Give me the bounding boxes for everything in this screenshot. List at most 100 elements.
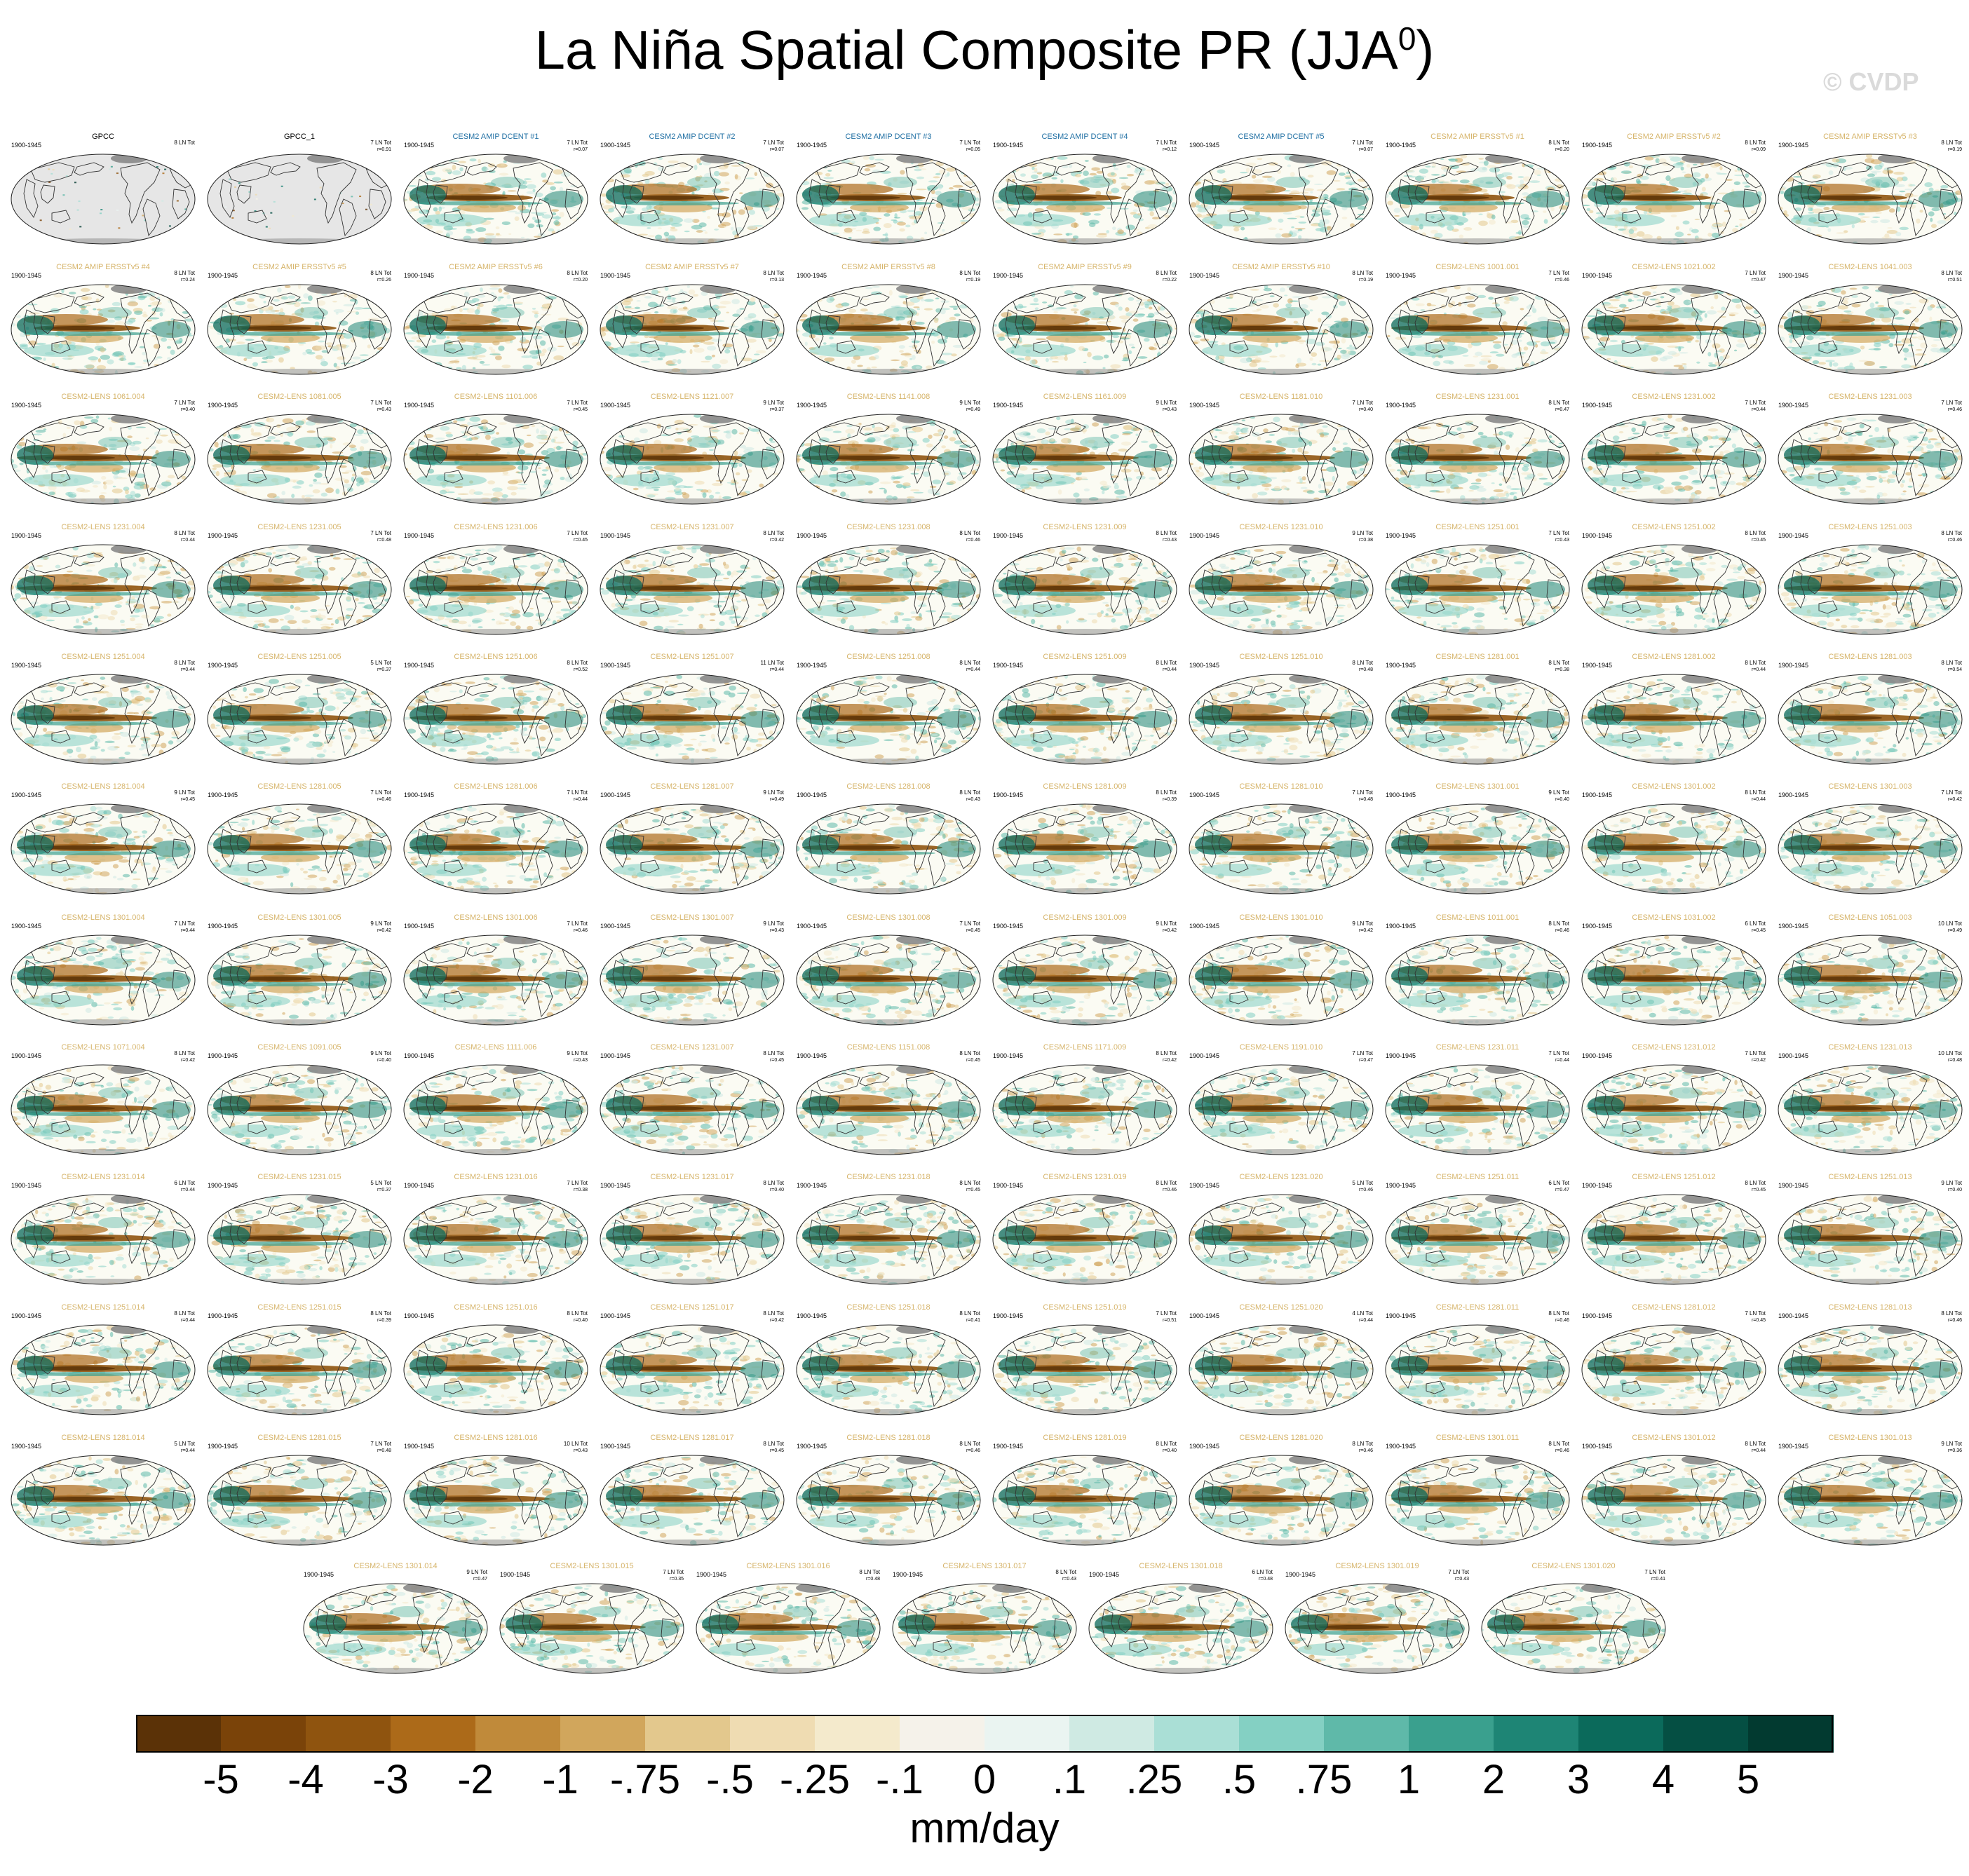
map-panel: CESM2-LENS 1231.019 1900-1945 8 LN Tot r=0.…: [992, 1173, 1177, 1285]
map-panel: CESM2 AMIP ERSSTv5 #7 1900-1945 8 LN Tot r=…: [600, 263, 785, 375]
map-period: 1900-1945: [600, 402, 630, 409]
map-event-count: 8 LN Tot: [1745, 530, 1766, 536]
map-period: 1900-1945: [208, 1312, 238, 1319]
map-globe: [1778, 1195, 1962, 1284]
map-panel: CESM2-LENS 1301.002 1900-1945 8 LN Totr=0.…: [1581, 782, 1766, 895]
map-panel: CESM2-LENS 1231.010 1900-1945 9 LN Tot r=0.…: [1189, 523, 1374, 635]
colorbar-tick-label: 0: [928, 1760, 1041, 1800]
map-title: CESM2-LENS 1231.014: [61, 1173, 144, 1181]
map-period: 1900-1945: [993, 1182, 1023, 1189]
map-event-count: 6 LN Tot: [1252, 1569, 1273, 1575]
map-title: CESM2-LENS 1231.013: [1828, 1043, 1912, 1052]
colorbar-tick-label: -2: [419, 1760, 532, 1800]
map-panel: CESM2-LENS 1231.017 1900-1945 8 LN Tot r=0.…: [600, 1173, 785, 1285]
colorbar-swatch: [136, 1715, 222, 1753]
map-event-count: 7 LN Tot: [370, 1441, 391, 1447]
map-title: CESM2-LENS 1231.002: [1632, 393, 1715, 401]
map-globe: [208, 935, 391, 1025]
map-outline: [207, 1194, 392, 1285]
map-outline: [1581, 1455, 1766, 1546]
map-title: CESM2-LENS 1251.006: [454, 653, 537, 661]
map-correlation: r=0.46: [1163, 1188, 1177, 1192]
colorbar: [136, 1715, 1834, 1753]
map-globe: [1778, 935, 1962, 1025]
map-title: CESM2-LENS 1231.010: [1239, 523, 1322, 531]
map-title: CESM2-LENS 1281.017: [650, 1434, 733, 1442]
map-title: CESM2-LENS 1231.019: [1043, 1173, 1126, 1181]
map-title: CESM2-LENS 1281.008: [846, 782, 930, 791]
map-outline: [892, 1583, 1077, 1674]
map-globe: [1189, 545, 1373, 634]
map-correlation: r=0.91: [377, 147, 391, 152]
map-period: 1900-1945: [304, 1571, 334, 1578]
map-outline: [1189, 803, 1374, 895]
map-globe: [797, 935, 980, 1025]
map-outline: [403, 1064, 588, 1155]
map-correlation: r=0.43: [1555, 538, 1569, 543]
map-globe: [1089, 1584, 1273, 1673]
map-correlation: r=0.24: [181, 278, 195, 283]
map-event-count: 7 LN Tot: [663, 1569, 684, 1575]
map-period: 1900-1945: [208, 1182, 238, 1189]
map-panel: CESM2-LENS 1251.012 1900-1945 8 LN Tot r=0.…: [1581, 1173, 1766, 1285]
map-title: CESM2-LENS 1251.013: [1828, 1173, 1912, 1181]
map-event-count: 7 LN Tot: [370, 140, 391, 146]
map-correlation: r=0.42: [181, 1058, 195, 1063]
map-correlation: r=0.47: [1555, 1188, 1569, 1192]
map-period: 1900-1945: [993, 1312, 1023, 1319]
map-event-count: 8 LN Tot: [859, 1569, 880, 1575]
map-globe: [500, 1584, 684, 1673]
map-panel: CESM2 AMIP ERSSTv5 #1 1900-1945 8 LN Totr=…: [1385, 132, 1570, 245]
colorbar-swatch: [221, 1715, 306, 1753]
map-outline: [600, 934, 785, 1026]
map-title: CESM2-LENS 1191.010: [1240, 1043, 1322, 1052]
map-event-count: 7 LN Tot: [370, 789, 391, 796]
map-correlation: r=0.46: [1948, 538, 1962, 543]
map-outline: [303, 1583, 488, 1674]
map-title: CESM2-LENS 1281.003: [1828, 653, 1912, 661]
colorbar-tick-label: -1: [504, 1760, 616, 1800]
map-title: CESM2 AMIP DCENT #4: [1041, 132, 1128, 141]
map-title: CESM2-LENS 1011.001: [1436, 913, 1519, 922]
map-panel: CESM2-LENS 1231.004 1900-1945 8 LN Tot r=0.…: [11, 523, 196, 635]
map-correlation: r=0.47: [1555, 407, 1569, 412]
map-title: CESM2-LENS 1231.007: [650, 523, 733, 531]
map-title: CESM2-LENS 1251.012: [1632, 1173, 1715, 1181]
colorbar-tick-label: -.75: [589, 1760, 701, 1800]
map-correlation: r=0.44: [181, 1188, 195, 1192]
map-title: CESM2-LENS 1071.004: [61, 1043, 144, 1052]
map-globe: [1386, 545, 1569, 634]
map-correlation: r=0.13: [770, 278, 784, 283]
map-globe: [11, 1195, 195, 1284]
map-outline: [1581, 544, 1766, 635]
map-title: CESM2-LENS 1281.015: [257, 1434, 341, 1442]
map-panel: CESM2-LENS 1301.017 1900-1945 8 LN Tot r=0.…: [892, 1562, 1077, 1674]
map-title: CESM2-LENS 1301.005: [257, 913, 341, 922]
map-panel: CESM2-LENS 1251.018 1900-1945 8 LN Totr=0.…: [796, 1303, 981, 1415]
map-correlation: r=0.07: [574, 147, 588, 152]
map-outline: [403, 934, 588, 1026]
map-title: CESM2 AMIP ERSSTv5 #4: [56, 263, 150, 271]
map-panel: CESM2-LENS 1231.005 1900-1945 7 LN Tot r=0.…: [207, 523, 392, 635]
map-title: CESM2-LENS 1281.002: [1632, 653, 1715, 661]
map-outline: [1385, 1324, 1570, 1415]
map-event-count: 8 LN Tot: [1941, 270, 1962, 276]
map-period: 1900-1945: [500, 1571, 530, 1578]
map-correlation: r=0.46: [377, 797, 391, 802]
map-event-count: 8 LN Tot: [763, 270, 784, 276]
map-globe: [1778, 804, 1962, 894]
map-correlation: r=0.48: [1259, 1577, 1273, 1582]
map-panel: CESM2-LENS 1301.007 1900-1945 9 LN Totr=0.…: [600, 913, 785, 1026]
map-period: 1900-1945: [404, 1182, 434, 1189]
map-outline: [796, 154, 981, 245]
map-event-count: 9 LN Tot: [1352, 920, 1373, 927]
map-panel: CESM2-LENS 1281.015 1900-1945 7 LN Totr=0.…: [207, 1434, 392, 1546]
map-correlation: r=0.42: [1163, 928, 1177, 933]
map-event-count: 8 LN Tot: [1941, 1310, 1962, 1317]
map-outline: [1481, 1583, 1666, 1674]
map-panel: CESM2 AMIP DCENT #2 1900-1945 7 LN Totr=0.…: [600, 132, 785, 245]
map-title: CESM2-LENS 1301.004: [61, 913, 144, 922]
map-outline: [992, 674, 1177, 765]
map-outline: [992, 544, 1177, 635]
map-correlation: r=0.46: [1359, 1448, 1373, 1453]
